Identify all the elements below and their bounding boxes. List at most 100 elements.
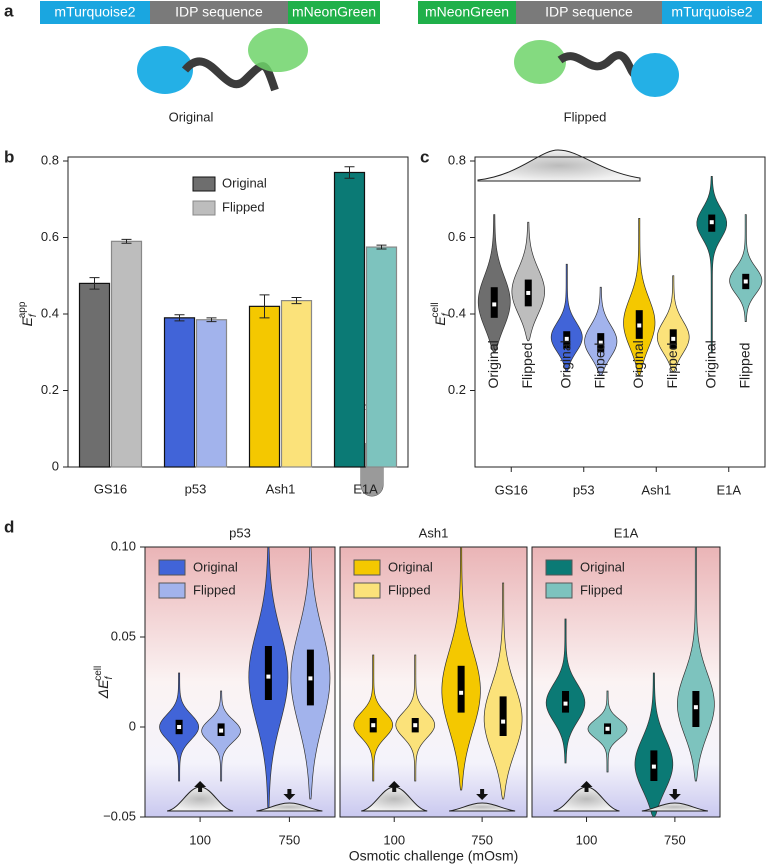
violin xyxy=(623,218,656,376)
panel-label: d xyxy=(4,517,14,536)
legend-label: Flipped xyxy=(222,199,265,214)
legend-swatch xyxy=(353,559,381,576)
cell-icon xyxy=(256,802,323,812)
y-tick-label: 0.4 xyxy=(448,305,466,320)
median xyxy=(266,674,271,679)
x-axis-label: Osmotic challenge (mOsm) xyxy=(349,848,519,864)
subplot-title: Ash1 xyxy=(419,525,449,540)
legend-swatch xyxy=(192,200,216,216)
y-tick-label: 0.8 xyxy=(41,152,59,167)
y-label-symbol: E xyxy=(432,316,448,326)
arrow xyxy=(580,781,593,792)
median xyxy=(526,290,531,295)
plot-frame xyxy=(474,156,766,468)
violin-label: Original xyxy=(557,340,573,388)
y-tick-label: 0.4 xyxy=(41,305,59,320)
subplot-title: E1A xyxy=(614,525,639,540)
arrow xyxy=(668,789,681,800)
x-tick-label: 100 xyxy=(189,832,211,847)
error-bar xyxy=(174,314,185,322)
median xyxy=(693,705,698,710)
median xyxy=(563,701,568,706)
median xyxy=(177,725,182,729)
legend-label: Flipped xyxy=(388,582,431,597)
arrow xyxy=(388,781,401,792)
y-tick-label: 0 xyxy=(52,458,59,473)
cell-icon xyxy=(477,149,641,182)
construct-label: Flipped xyxy=(564,109,607,124)
plot-frame xyxy=(531,546,721,818)
x-tick-label: 750 xyxy=(471,832,493,847)
y-tick-label: 0.05 xyxy=(111,628,136,643)
y-tick-label: 0.8 xyxy=(448,152,466,167)
x-tick-label: p53 xyxy=(185,481,207,496)
y-axis-label: Efcell xyxy=(430,302,452,325)
y-tick-label: 0.6 xyxy=(448,229,466,244)
y-label-sup: cell xyxy=(93,666,104,681)
violin xyxy=(483,582,523,800)
error-bar xyxy=(121,238,132,244)
violin xyxy=(677,546,715,782)
y-label-sub: f xyxy=(28,313,39,317)
violin xyxy=(584,286,618,376)
bar xyxy=(365,246,398,468)
median xyxy=(671,336,676,341)
iqr-box xyxy=(499,696,507,736)
legend-swatch xyxy=(353,582,381,599)
x-tick-label: 100 xyxy=(383,832,405,847)
legend-swatch xyxy=(545,582,573,599)
iqr-box xyxy=(457,665,465,713)
bar xyxy=(333,171,366,468)
construct-original: mTurquoise2 IDP sequence mNeonGreen Orig… xyxy=(40,1,380,124)
segment: mTurquoise2 xyxy=(54,4,135,20)
arrow xyxy=(194,781,207,792)
violin xyxy=(656,275,690,372)
legend-swatch xyxy=(192,176,216,192)
y-tick-label: 0 xyxy=(129,718,136,733)
x-tick-label: 100 xyxy=(576,832,598,847)
y-axis-label: ΔEfcell xyxy=(93,666,115,700)
subplot-title: p53 xyxy=(229,525,251,540)
median xyxy=(308,676,313,681)
median xyxy=(459,690,464,695)
violin xyxy=(477,214,511,353)
violin xyxy=(696,175,728,353)
segment: mNeonGreen xyxy=(425,4,509,20)
panel-label: c xyxy=(420,147,429,166)
median xyxy=(413,723,418,728)
y-label-sub: f xyxy=(104,676,115,680)
bar xyxy=(78,282,111,468)
plot-frame xyxy=(67,156,409,468)
segment: IDP sequence xyxy=(175,4,263,20)
iqr-box xyxy=(264,646,272,700)
legend-swatch xyxy=(158,559,186,576)
legend-label: Flipped xyxy=(580,582,623,597)
violin-label: Flipped xyxy=(519,343,535,389)
legend-label: Flipped xyxy=(193,582,236,597)
x-tick-label: 750 xyxy=(664,832,686,847)
panel-label: a xyxy=(4,1,14,20)
violin-label: Original xyxy=(485,340,501,388)
violin xyxy=(634,672,674,818)
segment: mNeonGreen xyxy=(292,4,376,20)
median xyxy=(598,340,603,345)
error-bar xyxy=(376,244,387,250)
x-tick-label: Ash1 xyxy=(266,481,296,496)
bar xyxy=(248,305,281,468)
median xyxy=(492,302,497,307)
legend-label: Original xyxy=(222,175,267,190)
arrow xyxy=(283,789,296,800)
y-label-symbol: E xyxy=(19,316,35,326)
construct-label: Original xyxy=(169,109,214,124)
y-tick-label: 0.6 xyxy=(41,229,59,244)
legend-label: Original xyxy=(388,559,433,574)
x-tick-label: 750 xyxy=(279,832,301,847)
median xyxy=(637,323,642,328)
bar xyxy=(163,317,196,468)
violin-label: Original xyxy=(630,340,646,388)
legend-label: Original xyxy=(193,559,238,574)
y-tick-label: −0.05 xyxy=(103,808,136,823)
y-label-sup: app xyxy=(17,301,28,318)
median xyxy=(651,764,656,769)
violin xyxy=(729,214,763,322)
